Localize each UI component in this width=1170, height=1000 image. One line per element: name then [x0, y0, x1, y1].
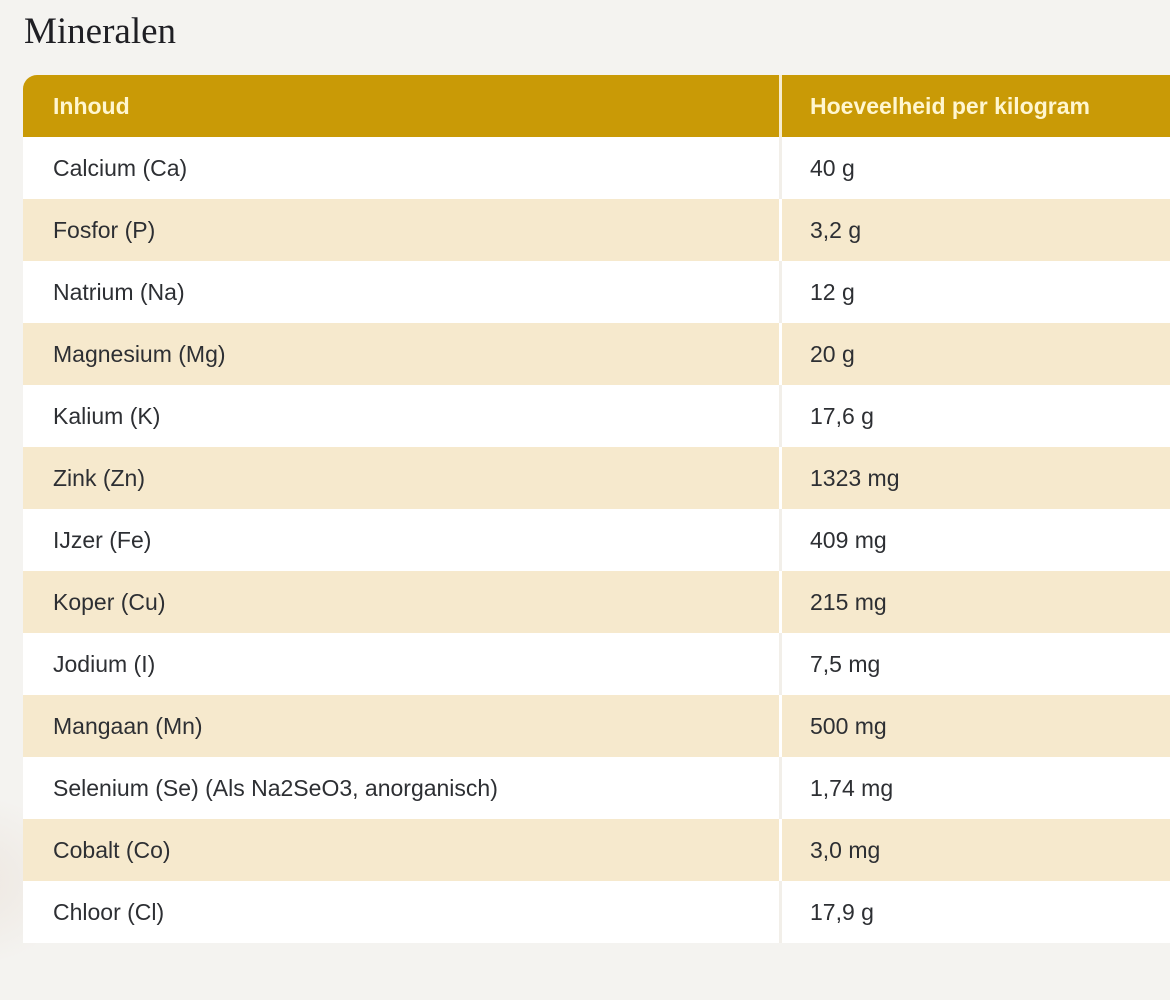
mineral-amount: 3,0 mg — [779, 819, 1170, 881]
section-title: Mineralen — [24, 11, 177, 52]
mineral-amount: 215 mg — [779, 571, 1170, 633]
table-row: IJzer (Fe) 409 mg — [23, 509, 1170, 571]
mineral-name: Koper (Cu) — [53, 588, 166, 615]
table-row: Jodium (I) 7,5 mg — [23, 633, 1170, 695]
mineral-name: IJzer (Fe) — [53, 526, 152, 553]
mineral-amount: 409 mg — [779, 509, 1170, 571]
mineral-name: Mangaan (Mn) — [53, 712, 203, 739]
table-row: Chloor (Cl) 17,9 g — [23, 881, 1170, 943]
minerals-table: Inhoud Hoeveelheid per kilogram Calcium … — [23, 75, 1170, 943]
mineral-name: Zink (Zn) — [53, 464, 145, 491]
mineral-amount: 1323 mg — [779, 447, 1170, 509]
mineral-name: Jodium (I) — [53, 650, 156, 677]
table-row: Calcium (Ca) 40 g — [23, 137, 1170, 199]
table-row: Mangaan (Mn) 500 mg — [23, 695, 1170, 757]
header-hoeveelheid: Hoeveelheid per kilogram — [779, 75, 1170, 137]
mineral-name: Fosfor (P) — [53, 216, 156, 243]
mineral-amount: 3,2 g — [779, 199, 1170, 261]
mineral-amount: 17,9 g — [779, 881, 1170, 943]
mineral-amount: 12 g — [779, 261, 1170, 323]
mineral-name: Selenium (Se) (Als Na2SeO3, anorganisch) — [53, 774, 498, 801]
mineral-name: Calcium (Ca) — [53, 154, 188, 181]
mineral-amount: 20 g — [779, 323, 1170, 385]
mineral-amount: 500 mg — [779, 695, 1170, 757]
header-inhoud: Inhoud — [53, 92, 130, 119]
mineral-amount: 17,6 g — [779, 385, 1170, 447]
table-row: Fosfor (P) 3,2 g — [23, 199, 1170, 261]
table-row: Koper (Cu) 215 mg — [23, 571, 1170, 633]
mineral-name: Chloor (Cl) — [53, 898, 165, 925]
mineral-amount: 1,74 mg — [779, 757, 1170, 819]
mineral-name: Kalium (K) — [53, 402, 161, 429]
table-row: Cobalt (Co) 3,0 mg — [23, 819, 1170, 881]
mineral-amount: 7,5 mg — [779, 633, 1170, 695]
table-row: Magnesium (Mg) 20 g — [23, 323, 1170, 385]
mineral-name: Cobalt (Co) — [53, 836, 171, 863]
table-row: Natrium (Na) 12 g — [23, 261, 1170, 323]
table-header: Inhoud Hoeveelheid per kilogram — [23, 75, 1170, 137]
mineral-name: Natrium (Na) — [53, 278, 185, 305]
table-row: Kalium (K) 17,6 g — [23, 385, 1170, 447]
table-row: Zink (Zn) 1323 mg — [23, 447, 1170, 509]
table-row: Selenium (Se) (Als Na2SeO3, anorganisch)… — [23, 757, 1170, 819]
mineral-amount: 40 g — [779, 137, 1170, 199]
mineral-name: Magnesium (Mg) — [53, 340, 226, 367]
